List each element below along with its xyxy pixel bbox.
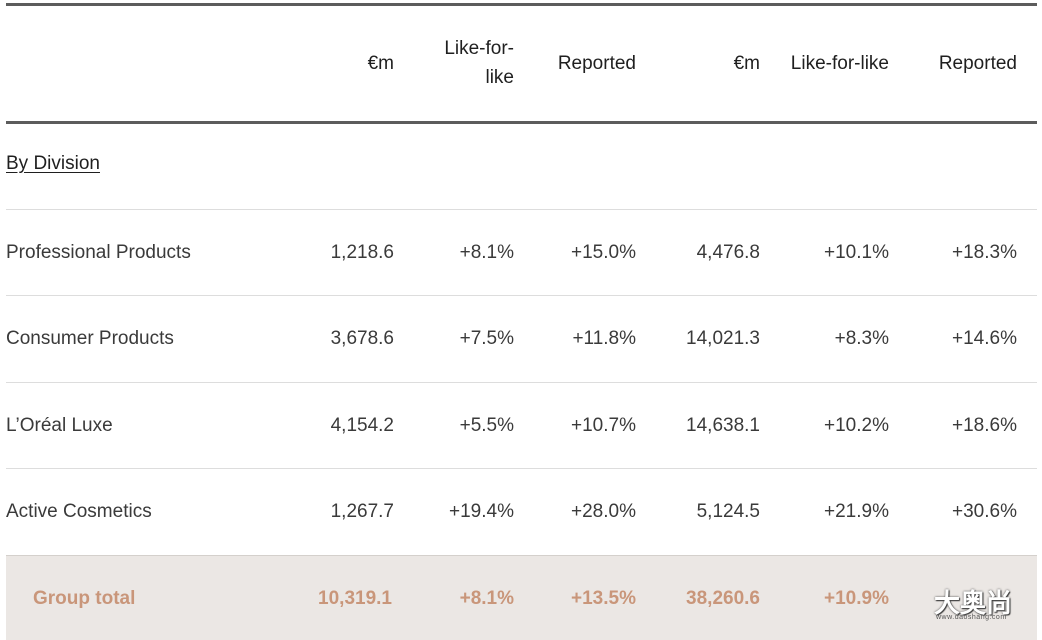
row-value-lfl-2: +10.2% — [824, 415, 889, 436]
table-row: Active Cosmetics 1,267.7 +19.4% +28.0% 5… — [6, 468, 1037, 554]
row-value-eur-2: 14,021.3 — [686, 328, 760, 349]
row-value-eur-1: 3,678.6 — [330, 328, 394, 349]
row-label: L’Oréal Luxe — [6, 415, 113, 436]
watermark-sub-text: www.daoshang.com — [936, 614, 1007, 621]
row-value-reported-1: +15.0% — [571, 242, 636, 263]
row-value-lfl-2: +8.3% — [834, 328, 889, 349]
total-value-lfl-1: +8.1% — [459, 588, 514, 609]
header-col-lfl-2: Like-for-like — [790, 53, 889, 74]
row-value-reported-1: +10.7% — [571, 415, 636, 436]
total-value-lfl-2: +10.9% — [824, 588, 889, 609]
header-col-eur-2: €m — [733, 53, 760, 74]
row-value-eur-2: 14,638.1 — [686, 415, 760, 436]
row-value-eur-2: 4,476.8 — [696, 242, 760, 263]
row-value-lfl-1: +7.5% — [459, 328, 514, 349]
header-col-lfl-1-line1: Like-for- — [444, 38, 514, 59]
row-value-lfl-2: +21.9% — [824, 501, 889, 522]
header-col-reported-2: Reported — [938, 53, 1017, 74]
group-total-row: Group total 10,319.1 +8.1% +13.5% 38,260… — [6, 555, 1037, 640]
row-label: Professional Products — [6, 242, 191, 263]
row-value-eur-1: 1,218.6 — [330, 242, 394, 263]
row-value-eur-1: 1,267.7 — [330, 501, 394, 522]
total-value-eur-1: 10,319.1 — [318, 588, 392, 609]
header-col-reported-1: Reported — [557, 53, 636, 74]
row-value-eur-1: 4,154.2 — [330, 415, 394, 436]
table-header-rule — [6, 121, 1037, 124]
row-value-lfl-1: +19.4% — [449, 501, 514, 522]
row-value-reported-2: +18.3% — [952, 242, 1017, 263]
watermark-logo: 大奥尚 www.daoshang.com — [934, 583, 1014, 627]
row-label: Consumer Products — [6, 328, 174, 349]
row-value-lfl-1: +8.1% — [459, 242, 514, 263]
row-value-reported-2: +14.6% — [952, 328, 1017, 349]
header-col-lfl-1-line2: like — [485, 67, 514, 88]
row-value-reported-2: +30.6% — [952, 501, 1017, 522]
row-value-reported-1: +28.0% — [571, 501, 636, 522]
table-row: L’Oréal Luxe 4,154.2 +5.5% +10.7% 14,638… — [6, 382, 1037, 468]
row-value-eur-2: 5,124.5 — [696, 501, 760, 522]
table-top-rule — [6, 3, 1037, 6]
row-value-lfl-1: +5.5% — [459, 415, 514, 436]
total-value-eur-2: 38,260.6 — [686, 588, 760, 609]
table-header-row: €m Like-for- like Reported €m Like-for-l… — [6, 0, 1037, 121]
row-value-reported-1: +11.8% — [572, 328, 636, 349]
section-title-by-division: By Division — [6, 153, 100, 174]
row-label: Active Cosmetics — [6, 501, 152, 522]
total-label: Group total — [33, 588, 136, 609]
row-value-reported-2: +18.6% — [952, 415, 1017, 436]
total-value-reported-1: +13.5% — [571, 588, 636, 609]
row-value-lfl-2: +10.1% — [824, 242, 889, 263]
header-col-eur-1: €m — [367, 53, 394, 74]
watermark-main-text: 大奥尚 — [934, 588, 1013, 618]
table-row: Consumer Products 3,678.6 +7.5% +11.8% 1… — [6, 295, 1037, 381]
table-row: Professional Products 1,218.6 +8.1% +15.… — [6, 209, 1037, 295]
